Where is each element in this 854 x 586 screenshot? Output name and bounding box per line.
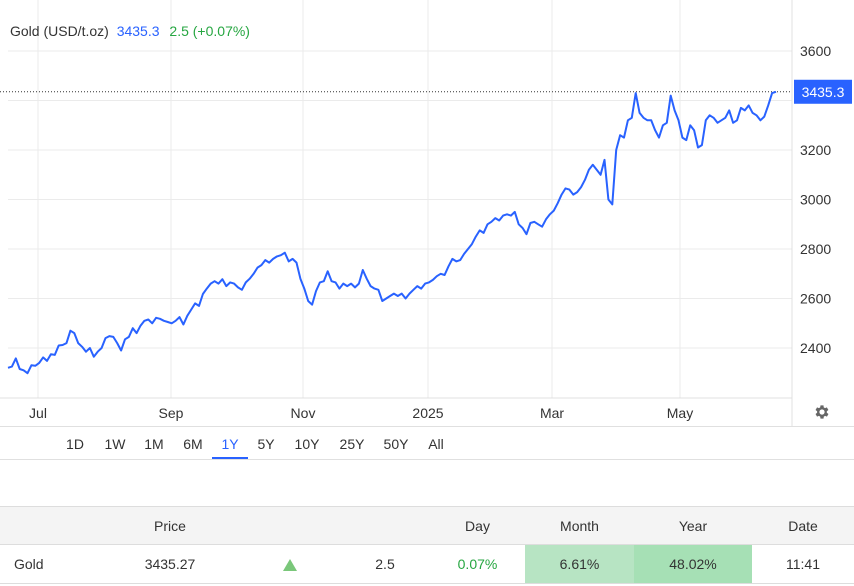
range-selector: 1D 1W 1M 6M 1Y 5Y 10Y 25Y 50Y All	[0, 426, 854, 460]
header-name	[0, 506, 100, 545]
header-price-col: Price	[100, 506, 240, 545]
y-tick-label: 3000	[800, 192, 831, 208]
row-name[interactable]: Gold	[0, 544, 100, 584]
range-button-5y[interactable]: 5Y	[257, 436, 275, 452]
row-year: 48.02%	[634, 544, 752, 584]
header-price: 3435.3	[116, 23, 160, 39]
header-day: Day	[430, 506, 525, 545]
header-change: 2.5 (+0.07%)	[169, 23, 250, 39]
x-tick-label: 2025	[412, 405, 443, 421]
range-button-6m[interactable]: 6M	[183, 436, 203, 452]
range-button-50y[interactable]: 50Y	[383, 436, 409, 452]
header-year: Year	[634, 506, 752, 545]
x-tick-label: Sep	[159, 405, 184, 421]
quote-table: Price Day Month Year Date Gold 3435.27 2…	[0, 506, 854, 584]
header-arrow	[240, 506, 340, 545]
last-price-label-bg	[794, 79, 852, 104]
y-tick-label: 3600	[800, 43, 831, 59]
y-tick-label: 3200	[800, 142, 831, 158]
header-date: Date	[752, 506, 854, 545]
up-arrow-icon	[240, 544, 340, 584]
price-chart[interactable]: Jul Sep Nov 2025 Mar May 2400 2600 2800 3000 3200 3…	[0, 0, 854, 426]
row-date: 11:41	[752, 544, 854, 584]
range-button-1w[interactable]: 1W	[104, 436, 126, 452]
y-tick-label: 2600	[800, 291, 831, 307]
row-day: 0.07%	[430, 544, 525, 584]
row-change: 2.5	[340, 544, 430, 584]
x-tick-label: Nov	[291, 405, 316, 421]
range-button-1y[interactable]: 1Y	[212, 427, 248, 459]
x-tick-label: Jul	[29, 405, 47, 421]
row-price: 3435.27	[100, 544, 240, 584]
row-month: 6.61%	[525, 544, 634, 584]
y-tick-label: 2400	[800, 340, 831, 356]
gear-icon[interactable]	[813, 403, 831, 421]
table-row[interactable]: Gold 3435.27 2.5 0.07% 6.61% 48.02% 11:4…	[0, 544, 854, 584]
instrument-name: Gold (USD/t.oz)	[10, 23, 109, 39]
chart-header: Gold (USD/t.oz) 3435.3 2.5 (+0.07%)	[10, 23, 250, 39]
table-header-row: Price Day Month Year Date	[0, 506, 854, 545]
range-button-10y[interactable]: 10Y	[294, 436, 320, 452]
header-month: Month	[525, 506, 634, 545]
header-change-col	[340, 506, 430, 545]
y-tick-label: 2800	[800, 241, 831, 257]
chart-svg[interactable]: Jul Sep Nov 2025 Mar May 2400 2600 2800 3000 3200 3…	[0, 0, 854, 426]
series-line	[7, 90, 777, 375]
range-button-1m[interactable]: 1M	[144, 436, 164, 452]
x-tick-label: Mar	[540, 405, 564, 421]
range-button-25y[interactable]: 25Y	[339, 436, 365, 452]
range-button-all[interactable]: All	[428, 436, 444, 452]
last-price-label: 3435.3	[802, 84, 845, 100]
range-button-1d[interactable]: 1D	[66, 436, 84, 452]
x-tick-label: May	[667, 405, 693, 421]
